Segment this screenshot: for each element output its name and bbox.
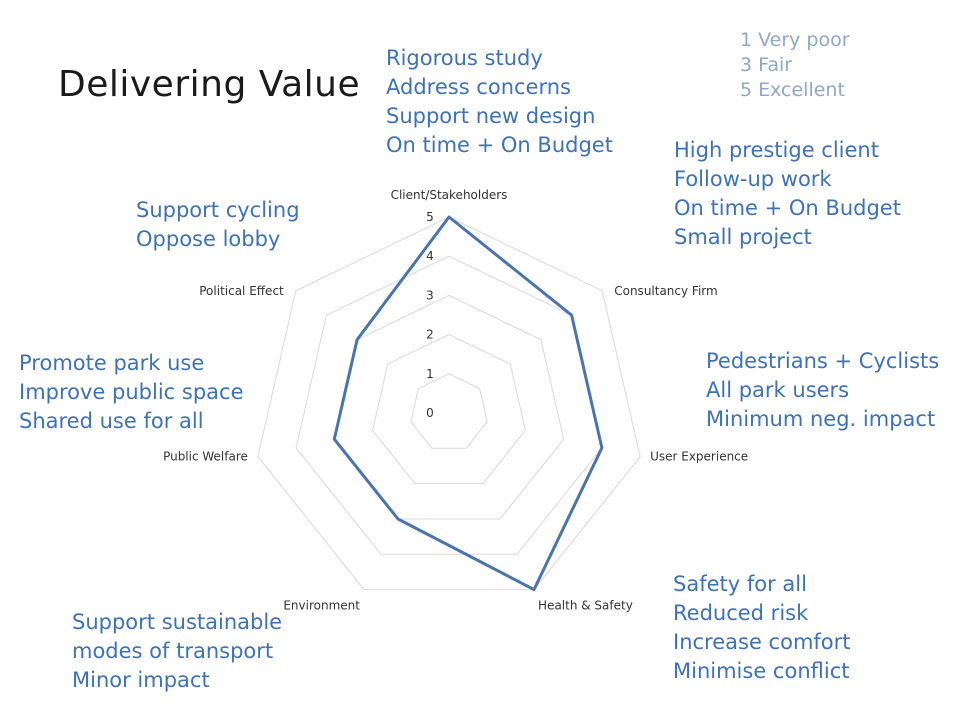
category-label: Consultancy Firm [614, 284, 717, 298]
annotation-line: Support new design [386, 104, 596, 128]
annotation-line: On time + On Budget [386, 133, 613, 157]
annotation-line: On time + On Budget [674, 196, 901, 220]
category-label: Health & Safety [538, 599, 633, 613]
slide-title: Delivering Value [58, 64, 361, 105]
annotation-client: Rigorous study Address concerns Support … [386, 44, 613, 160]
annotation-line: Shared use for all [19, 409, 204, 433]
category-label: User Experience [650, 450, 748, 464]
annotation-line: Follow-up work [674, 167, 832, 191]
annotation-line: Address concerns [386, 75, 571, 99]
grid-ring [333, 294, 565, 520]
category-label: Public Welfare [163, 450, 248, 464]
annotation-line: Promote park use [19, 351, 205, 375]
legend-item-very-poor: 1 Very poor [740, 29, 850, 51]
grid-ring [257, 216, 641, 591]
annotation-health-safety: Safety for all Reduced risk Increase com… [673, 570, 851, 686]
rating-legend: 1 Very poor 3 Fair 5 Excellent [740, 28, 850, 103]
series-line [332, 215, 604, 592]
tick-label: 0 [426, 406, 434, 420]
annotation-line: Pedestrians + Cyclists [706, 349, 940, 373]
annotation-line: Improve public space [19, 380, 244, 404]
category-label: Political Effect [199, 284, 284, 298]
annotation-line: Minor impact [72, 668, 210, 692]
annotation-line: Minimise conflict [673, 659, 850, 683]
annotation-line: All park users [706, 378, 850, 402]
annotation-line: Support cycling [136, 198, 300, 222]
annotation-line: Support sustainable [72, 610, 283, 634]
annotation-political: Support cycling Oppose lobby [136, 196, 300, 254]
annotation-public-welfare: Promote park use Improve public space Sh… [19, 349, 244, 436]
annotation-consultancy: High prestige client Follow-up work On t… [674, 136, 901, 252]
annotation-line: Oppose lobby [136, 227, 281, 251]
category-label: Client/Stakeholders [391, 188, 508, 202]
grid-ring [410, 373, 488, 449]
annotation-line: Increase comfort [673, 630, 851, 654]
grid-ring [372, 334, 526, 485]
tick-label: 3 [426, 288, 434, 302]
tick-label: 4 [426, 249, 434, 263]
annotation-line: Small project [674, 225, 812, 249]
annotation-line: High prestige client [674, 138, 879, 162]
annotation-environment: Support sustainable modes of transport M… [72, 608, 282, 695]
tick-label: 2 [426, 328, 434, 342]
tick-label: 1 [426, 367, 434, 381]
tick-label: 5 [426, 210, 434, 224]
legend-item-fair: 3 Fair [740, 54, 793, 76]
category-label: Environment [283, 599, 360, 613]
annotation-line: Safety for all [673, 572, 807, 596]
annotation-line: Minimum neg. impact [706, 407, 936, 431]
legend-item-excellent: 5 Excellent [740, 79, 845, 101]
annotation-line: Rigorous study [386, 46, 543, 70]
annotation-user-experience: Pedestrians + Cyclists All park users Mi… [706, 347, 939, 434]
annotation-line: Reduced risk [673, 601, 809, 625]
annotation-line: modes of transport [72, 639, 274, 663]
